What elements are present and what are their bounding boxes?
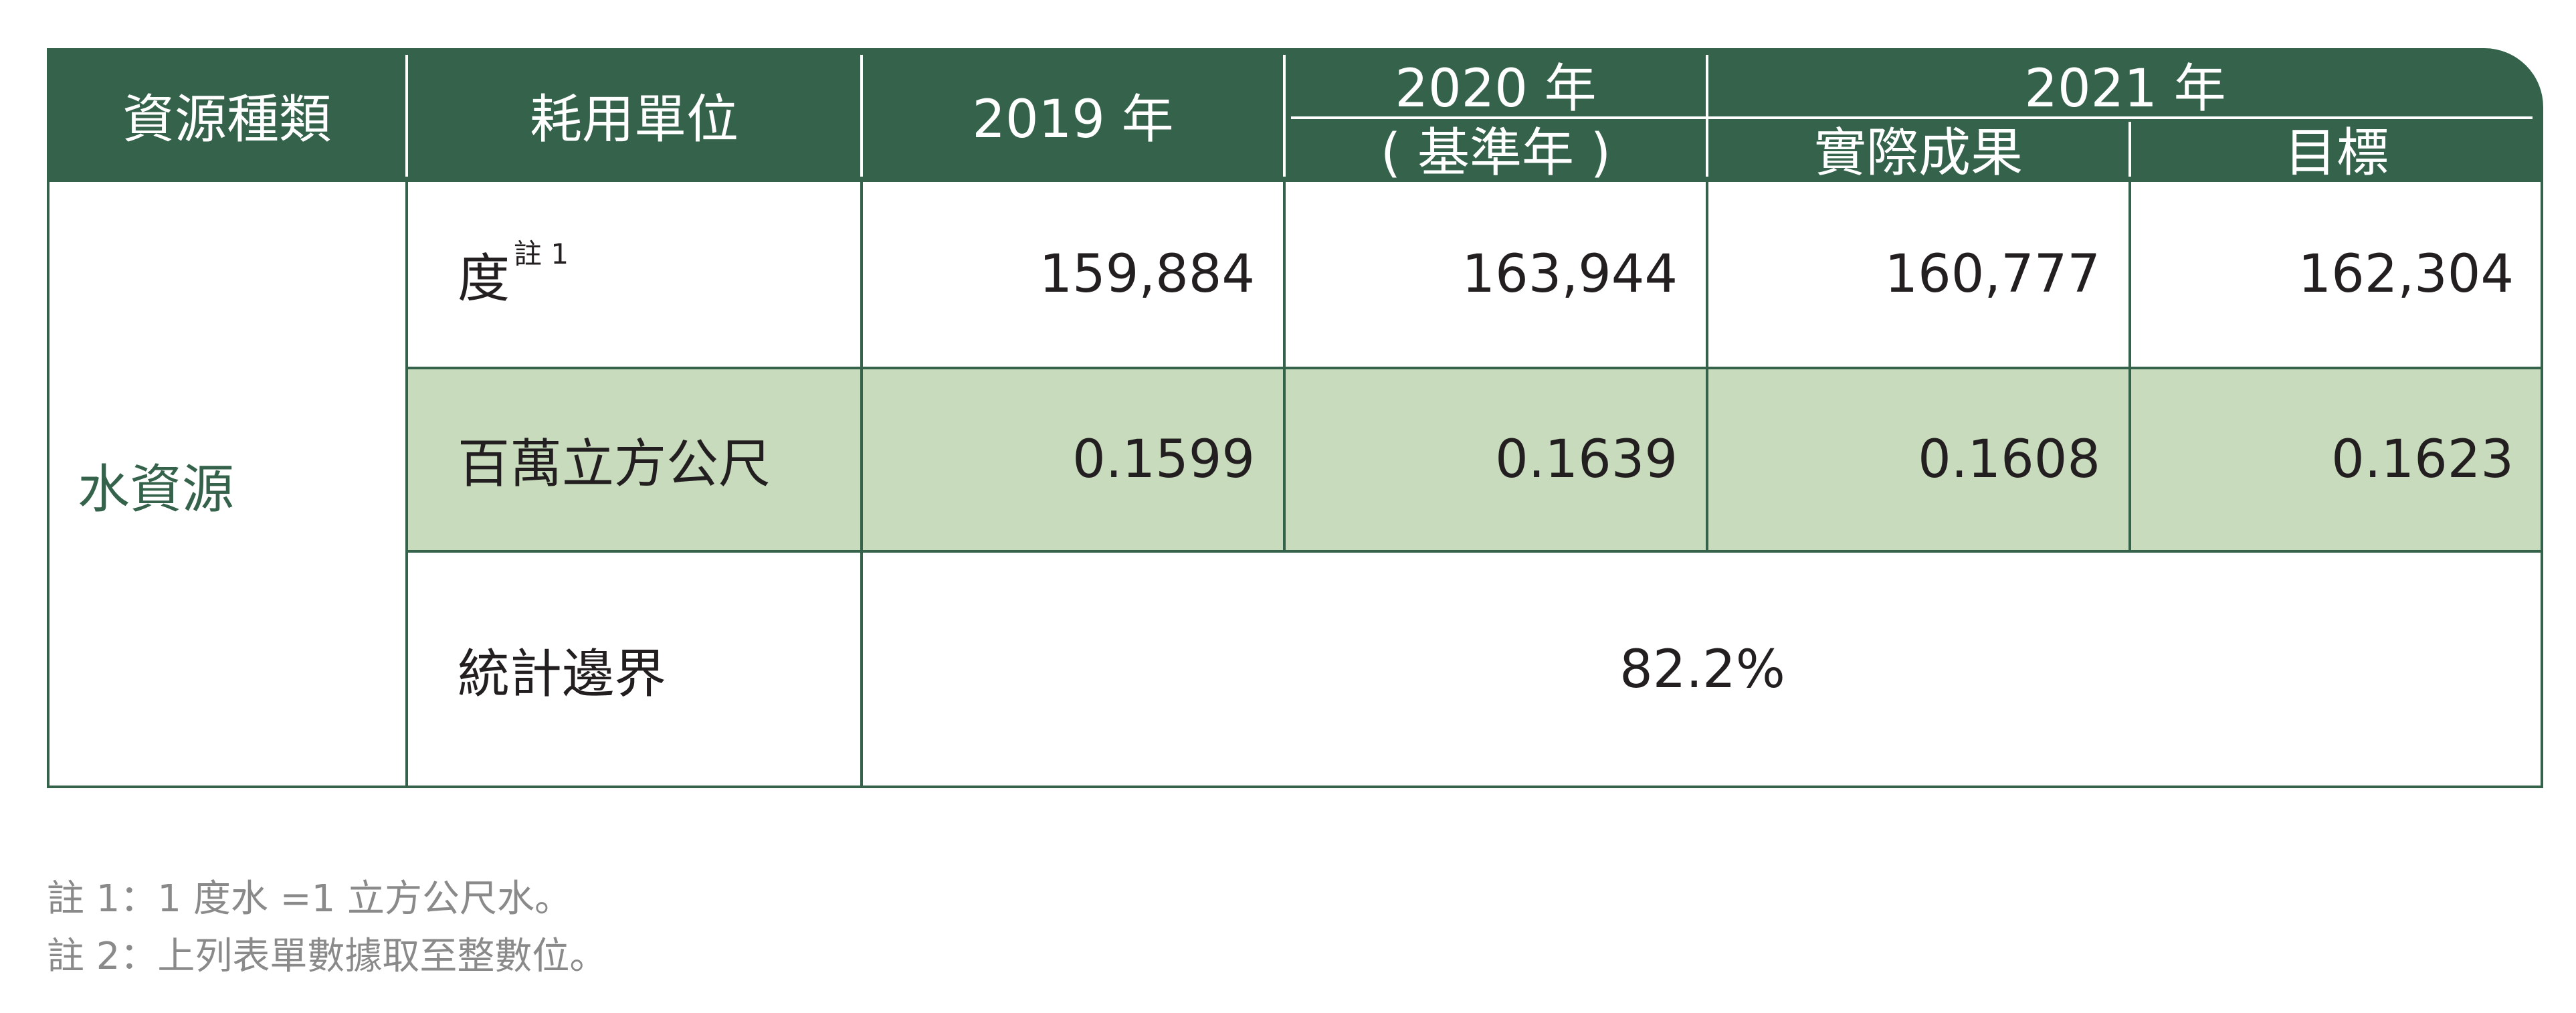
header-category: 資源種類	[122, 90, 331, 150]
header-2021-actual: 實際成果	[1813, 123, 2023, 183]
header-divider	[1706, 55, 1708, 177]
header-underline	[1291, 116, 2533, 119]
footnote-ref: 註 1	[514, 237, 569, 270]
table-row-3-boundary-label: 統計邊界	[458, 644, 667, 705]
table-row-2-unit: 百萬立方公尺	[458, 434, 771, 494]
footnote-1: 註 1：1 度水 =1 立方公尺水。	[47, 877, 573, 921]
category-water: 水資源	[78, 460, 235, 520]
grid-hline	[405, 367, 2543, 369]
header-unit: 耗用單位	[529, 90, 738, 150]
table-row-1-2019: 159,884	[1039, 244, 1255, 304]
header-2019: 2019 年	[972, 90, 1174, 150]
table-row-2-2019: 0.1599	[1072, 430, 1255, 490]
header-2021: 2021 年	[2024, 59, 2226, 119]
table-row-3-boundary-value: 82.2%	[1619, 640, 1785, 700]
header-2021-target: 目標	[2284, 123, 2389, 183]
grid-vline	[860, 182, 863, 788]
header-2020: 2020 年	[1395, 59, 1597, 119]
table-header: 資源種類 耗用單位 2019 年 2020 年 ( 基準年 ) 2021 年 實…	[47, 48, 2543, 183]
table-row-2-2021-actual: 0.1608	[1918, 430, 2100, 490]
table-body-border	[47, 182, 2543, 788]
water-resource-table: 資源種類 耗用單位 2019 年 2020 年 ( 基準年 ) 2021 年 實…	[47, 48, 2543, 788]
header-divider	[860, 55, 863, 177]
table-row-1-2021-actual: 160,777	[1884, 244, 2100, 304]
table-row-1-2021-target: 162,304	[2298, 244, 2514, 304]
header-divider	[405, 55, 408, 177]
grid-hline	[405, 550, 2543, 553]
header-divider	[1283, 55, 1286, 177]
row-band-highlight	[408, 368, 2541, 551]
table-row-1-unit: 度註 1	[407, 182, 862, 367]
unit-label: 度	[458, 249, 510, 309]
header-2020-base-year: ( 基準年 )	[1380, 123, 1611, 183]
footnote-2: 註 2：上列表單數據取至整數位。	[47, 935, 607, 978]
grid-vline	[405, 182, 408, 788]
header-divider	[2128, 122, 2131, 177]
table-row-1-2020: 163,944	[1462, 244, 1678, 304]
table-row-2-2020: 0.1639	[1495, 430, 1678, 490]
table-row-2-2021-target: 0.1623	[2331, 430, 2514, 490]
